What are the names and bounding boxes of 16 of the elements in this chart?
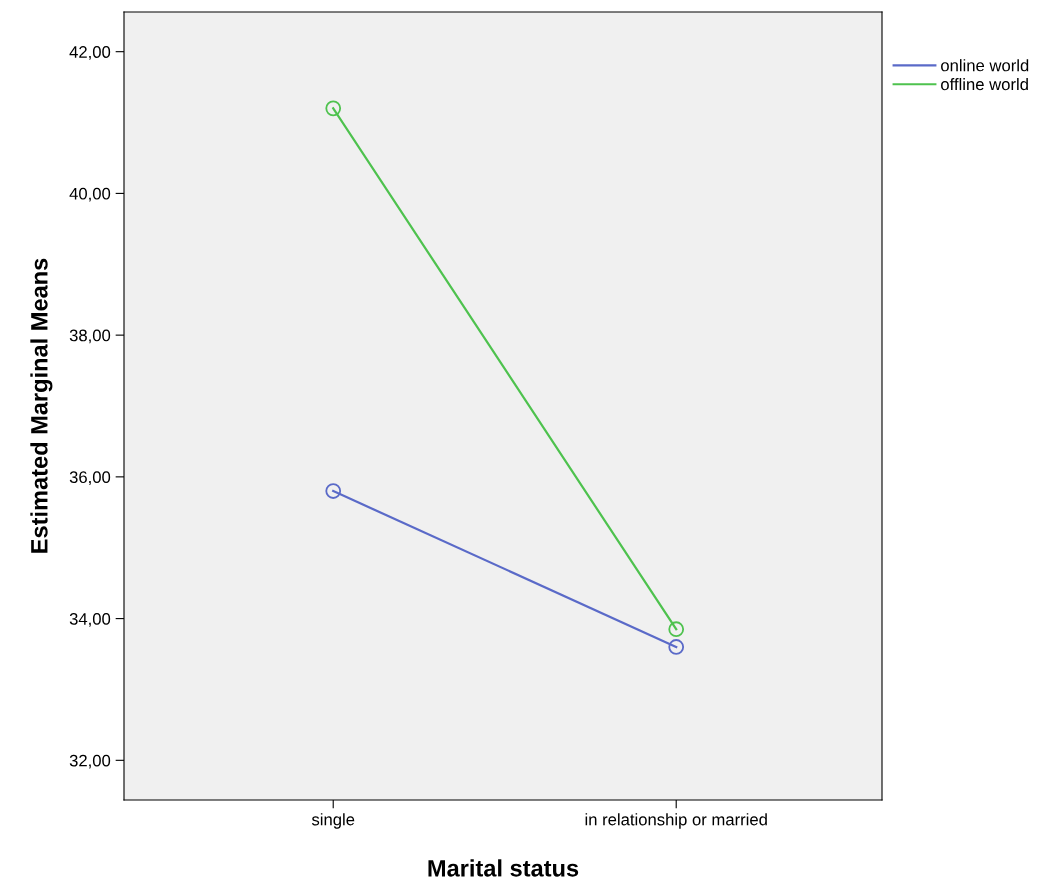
- legend-label: offline world: [941, 78, 1028, 91]
- point: [668, 621, 685, 638]
- y-tick-label: 34,00: [69, 612, 111, 627]
- point: [325, 483, 342, 499]
- point: [325, 100, 342, 117]
- y-axis-title: Estimated Marginal Means: [30, 258, 53, 553]
- y-tick-label: 32,00: [69, 754, 111, 769]
- y-tick-label: 36,00: [69, 471, 111, 486]
- x-tick-label: single: [311, 813, 355, 829]
- x-axis-title: Marital status: [428, 859, 579, 877]
- point: [668, 639, 685, 655]
- legend-label: online world: [941, 59, 1029, 72]
- x-tick-label: in relationship or married: [585, 813, 767, 829]
- y-tick-label: 38,00: [69, 329, 111, 344]
- y-tick-label: 42,00: [69, 46, 111, 60]
- y-tick-label: 40,00: [69, 187, 111, 202]
